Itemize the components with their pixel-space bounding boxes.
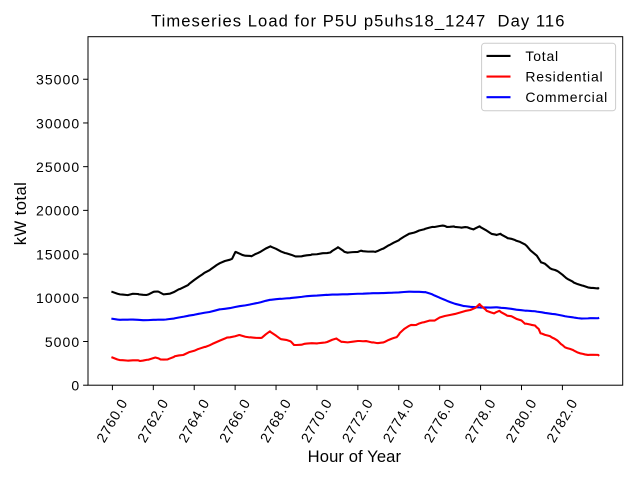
svg-text:Total: Total	[525, 48, 559, 64]
svg-text:25000: 25000	[36, 159, 80, 175]
svg-text:Residential: Residential	[525, 69, 603, 85]
svg-text:15000: 15000	[36, 246, 80, 262]
svg-text:20000: 20000	[36, 203, 80, 219]
svg-text:5000: 5000	[45, 334, 80, 350]
svg-text:Timeseries Load for P5U p5uhs1: Timeseries Load for P5U p5uhs18_1247 Day…	[151, 12, 565, 31]
svg-text:Commercial: Commercial	[525, 89, 608, 105]
svg-text:kW total: kW total	[11, 182, 30, 246]
svg-text:30000: 30000	[36, 115, 80, 131]
svg-text:35000: 35000	[36, 72, 80, 88]
svg-text:10000: 10000	[36, 290, 80, 306]
svg-text:Hour of Year: Hour of Year	[308, 447, 402, 466]
svg-text:0: 0	[71, 378, 80, 394]
